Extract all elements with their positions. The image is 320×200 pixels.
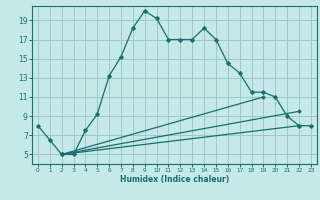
X-axis label: Humidex (Indice chaleur): Humidex (Indice chaleur)	[120, 175, 229, 184]
